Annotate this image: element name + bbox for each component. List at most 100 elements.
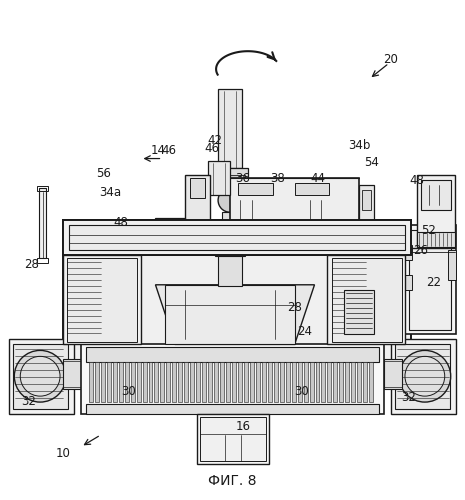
Bar [13,344,68,409]
Text: 14: 14 [151,144,166,157]
Text: 16: 16 [235,420,251,434]
Bar [369,362,373,402]
Bar [196,362,200,402]
Text: 28: 28 [24,258,39,272]
Bar [344,290,374,335]
Bar [362,190,371,210]
Text: 26: 26 [413,244,428,256]
Bar [212,168,248,190]
Text: 20: 20 [384,52,399,66]
Bar [63,220,411,255]
Text: 46: 46 [161,144,176,157]
Bar [404,275,412,290]
Bar [143,362,146,402]
Text: ФИГ. 8: ФИГ. 8 [208,474,256,488]
Bar [351,362,355,402]
Bar [208,160,230,196]
Bar [137,362,140,402]
Bar [238,184,273,196]
Text: 30: 30 [294,384,309,398]
Bar [63,360,81,389]
Bar [218,89,242,168]
Bar [86,348,379,362]
Bar [315,362,319,402]
Bar [232,362,236,402]
Bar [391,340,456,414]
Bar [417,232,455,247]
Bar [95,362,99,402]
Bar [185,176,210,233]
Bar [89,362,93,402]
Text: 32: 32 [401,390,416,404]
Bar [404,245,412,260]
Bar [250,362,254,402]
Bar [244,362,248,402]
Bar [218,256,242,286]
Text: 28: 28 [287,301,302,314]
Bar [200,417,266,461]
Bar [160,222,180,236]
Bar [63,255,140,344]
Bar [202,362,206,402]
Text: 56: 56 [96,167,111,180]
Bar [333,362,338,402]
Bar [184,362,188,402]
Bar [448,250,456,280]
Text: 34a: 34a [100,186,122,199]
Bar [310,362,313,402]
Bar [262,362,266,402]
Text: 48: 48 [410,174,425,187]
Bar [86,404,379,414]
Text: 30: 30 [121,384,136,398]
Bar [321,362,326,402]
Bar [222,212,238,242]
Bar [404,225,456,334]
Bar [298,362,302,402]
Bar [215,248,245,256]
Text: 32: 32 [21,394,36,407]
Bar [131,362,134,402]
Bar [274,362,278,402]
Text: 48: 48 [113,216,128,228]
Bar [214,362,218,402]
Bar [327,255,405,344]
Circle shape [14,350,66,402]
Bar [166,285,295,344]
Bar [363,362,367,402]
Bar [208,362,212,402]
Text: 22: 22 [426,276,441,289]
Bar [256,362,260,402]
Bar [268,362,272,402]
Bar [178,362,182,402]
Bar [69,225,405,250]
Bar [190,362,194,402]
Bar [125,362,129,402]
Bar [230,178,359,233]
Bar [421,180,451,210]
Bar [238,362,242,402]
Text: 42: 42 [207,134,223,147]
Text: 24: 24 [297,325,312,338]
Text: 36: 36 [235,172,250,185]
Bar [215,176,245,184]
Bar [37,186,48,192]
Bar [119,362,123,402]
Bar [197,414,269,464]
Bar [39,188,46,258]
Bar [63,220,411,364]
Bar [304,362,307,402]
Circle shape [20,356,60,396]
Bar [9,340,74,414]
Bar [154,362,159,402]
Bar [357,362,361,402]
Text: 44: 44 [310,172,325,185]
Bar [345,362,349,402]
Circle shape [405,356,445,396]
Bar [37,258,48,263]
Bar [113,362,117,402]
Text: 10: 10 [56,448,71,460]
Bar [101,362,105,402]
Bar [295,184,329,196]
Bar [220,362,224,402]
Bar [160,362,165,402]
